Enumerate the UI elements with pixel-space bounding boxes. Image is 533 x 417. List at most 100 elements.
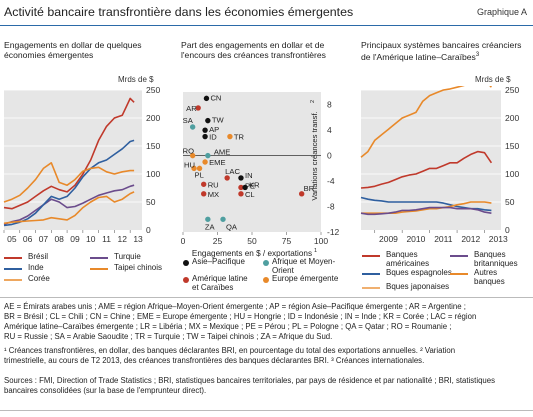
right-xtick-label: 2010: [406, 234, 425, 244]
scatter-label-hu: HU: [184, 160, 195, 169]
source-line-1: Sources : FMI, Direction of Trade Statis…: [4, 376, 495, 385]
legend-afrique-2: Orient: [272, 266, 294, 275]
left-xtick-label: 07: [39, 234, 49, 244]
left-xtick-label: 06: [23, 234, 33, 244]
legend-swatch-turquie: [90, 257, 108, 259]
scatter-label-mx: MX: [208, 190, 219, 199]
legend-taipei: Taipei chinois: [114, 263, 163, 272]
scatter-label-pe: PE: [245, 181, 255, 190]
scatter-label-sa: SA: [183, 116, 194, 125]
scatter-label-pl: PL: [195, 170, 204, 179]
legend-swatch-japonaises: [362, 287, 380, 289]
scatter-point-mx: [201, 191, 207, 197]
legend-asie-pacifique: Asie–Pacifique: [192, 257, 245, 266]
mid-ytick-label: -8: [327, 202, 335, 212]
left-plot-bg: [4, 90, 142, 230]
scatter-point-tw: [205, 117, 211, 124]
left-xtick-label: 05: [7, 234, 17, 244]
mid-legend: Asie–Pacifique Afrique et Moyen- Orient …: [183, 257, 353, 302]
scatter-point-kr: [242, 184, 248, 191]
scatter-label-cn: CN: [210, 93, 221, 102]
right-legend: Banques américaines Banques britanniques…: [362, 248, 532, 298]
left-xtick-label: 09: [70, 234, 80, 244]
left-series-bresil: [3, 97, 135, 210]
scatter-point-tr: [227, 133, 233, 140]
scatter-label-ap: AP: [209, 125, 219, 134]
abbr-line-4: RU = Russie ; SA = Arabie Saoudite ; TR …: [4, 332, 333, 341]
figure-title: Activité bancaire transfrontière dans le…: [4, 5, 354, 19]
legend-swatch-autres: [450, 273, 468, 275]
scatter-point-pl: [196, 165, 203, 172]
scatter-label-eme: EME: [209, 158, 225, 167]
right-panel-title: Principaux systèmes bancaires créanciers…: [361, 40, 526, 62]
mid-xlabel-sup: 1: [314, 248, 317, 254]
left-unit: Mrds de $: [118, 75, 154, 84]
scatter-label-br: BR: [304, 184, 315, 193]
legend-dot-afrique: [263, 260, 269, 266]
right-ytick-label: 200: [505, 113, 519, 123]
left-ytick-label: 50: [146, 197, 156, 207]
left-ytick-label: 150: [146, 141, 160, 151]
legend-swatch-taipei: [90, 268, 108, 270]
scatter-label-ro: RO: [183, 147, 194, 156]
mid-ylabel: Variations créances transf.: [310, 111, 319, 200]
source-line-2: bancaires consolidées (sur la base de l'…: [4, 386, 207, 395]
mid-xtick-label: 25: [213, 236, 223, 246]
right-line-chart: 0 50 100 150 200 250 2009 2010 2011 2012 2013: [360, 86, 519, 244]
left-xtick-label: 12: [118, 234, 128, 244]
right-ytick-label: 150: [505, 141, 519, 151]
left-series-coree: [3, 162, 135, 203]
scatter-label-qa: QA: [226, 222, 238, 231]
separator-2: [0, 410, 533, 411]
scatter-point-ame: [205, 152, 211, 159]
abbreviations: AE = Émirats arabes unis ; AME = région …: [4, 302, 530, 342]
legend-amerique-1: Amérique latine: [192, 274, 248, 283]
scatter-point-eme: [202, 159, 208, 165]
scatter-point-cl: [238, 191, 244, 197]
footnote-line-2: trimestrielle, au cours de T2 2013, des …: [4, 356, 425, 365]
scatter-label-tw: TW: [212, 116, 225, 125]
mid-xtick-label: 0: [181, 236, 186, 246]
scatter-label-ar: AR: [186, 104, 197, 113]
right-ytick-label: 100: [505, 169, 519, 179]
scatter-label-ru: RU: [208, 180, 219, 189]
mid-xlabel: Engagements en $ / exportations: [192, 249, 312, 258]
mid-xtick-label: 75: [282, 236, 292, 246]
legend-swatch-bresil: [4, 257, 22, 259]
legend-amerique-2: et Caraïbes: [192, 283, 234, 292]
legend-europe: Europe émergente: [272, 274, 339, 283]
left-ytick-label: 0: [146, 225, 151, 235]
legend-dot-amerique: [183, 277, 189, 283]
mid-ytick-label: -4: [327, 176, 335, 186]
mid-xtick-label: 100: [314, 236, 328, 246]
mid-panel-title: Part des engagements en dollar et de l'e…: [181, 40, 326, 60]
left-ytick-label: 250: [146, 86, 160, 95]
scatter-point-qa: [220, 216, 226, 222]
scatter-label-za: ZA: [205, 222, 216, 231]
scatter-label-lac: LAC: [225, 167, 240, 176]
scatter-point-za: [205, 216, 211, 222]
title-rule: [0, 25, 533, 26]
left-xtick-label: 10: [86, 234, 96, 244]
legend-autres-1: Autres: [474, 268, 498, 277]
separator-1: [0, 297, 533, 298]
legend-dot-europe: [263, 277, 269, 283]
graph-label: Graphique A: [476, 7, 527, 17]
footnotes: ¹ Créances transfrontières, en dollar, d…: [4, 346, 530, 366]
scatter-label-cl: CL: [245, 190, 255, 199]
sources: Sources : FMI, Direction of Trade Statis…: [4, 376, 530, 396]
scatter-label-ame: AME: [214, 148, 230, 157]
scatter-point-cn: [203, 95, 210, 102]
right-plot-bg: [361, 90, 501, 230]
legend-espagnoles: Bques espagnoles: [386, 268, 452, 277]
mid-ytick-label: 0: [327, 151, 332, 161]
legend-swatch-britanniques: [450, 255, 468, 257]
legend-dot-asie: [183, 260, 189, 266]
footnote-line-1: ¹ Créances transfrontières, en dollar, d…: [4, 346, 456, 355]
abbr-line-3: Amérique latine–Caraïbes émergente ; LR …: [4, 322, 452, 331]
left-line-chart: 0 50 100 150 200 250 05 06 07 08 09 10 11 12 13: [3, 86, 160, 244]
legend-coree: Corée: [28, 274, 50, 283]
legend-americaines-2: américaines: [386, 259, 430, 268]
scatter-point-ap: [202, 127, 208, 133]
left-ytick-label: 100: [146, 169, 160, 179]
